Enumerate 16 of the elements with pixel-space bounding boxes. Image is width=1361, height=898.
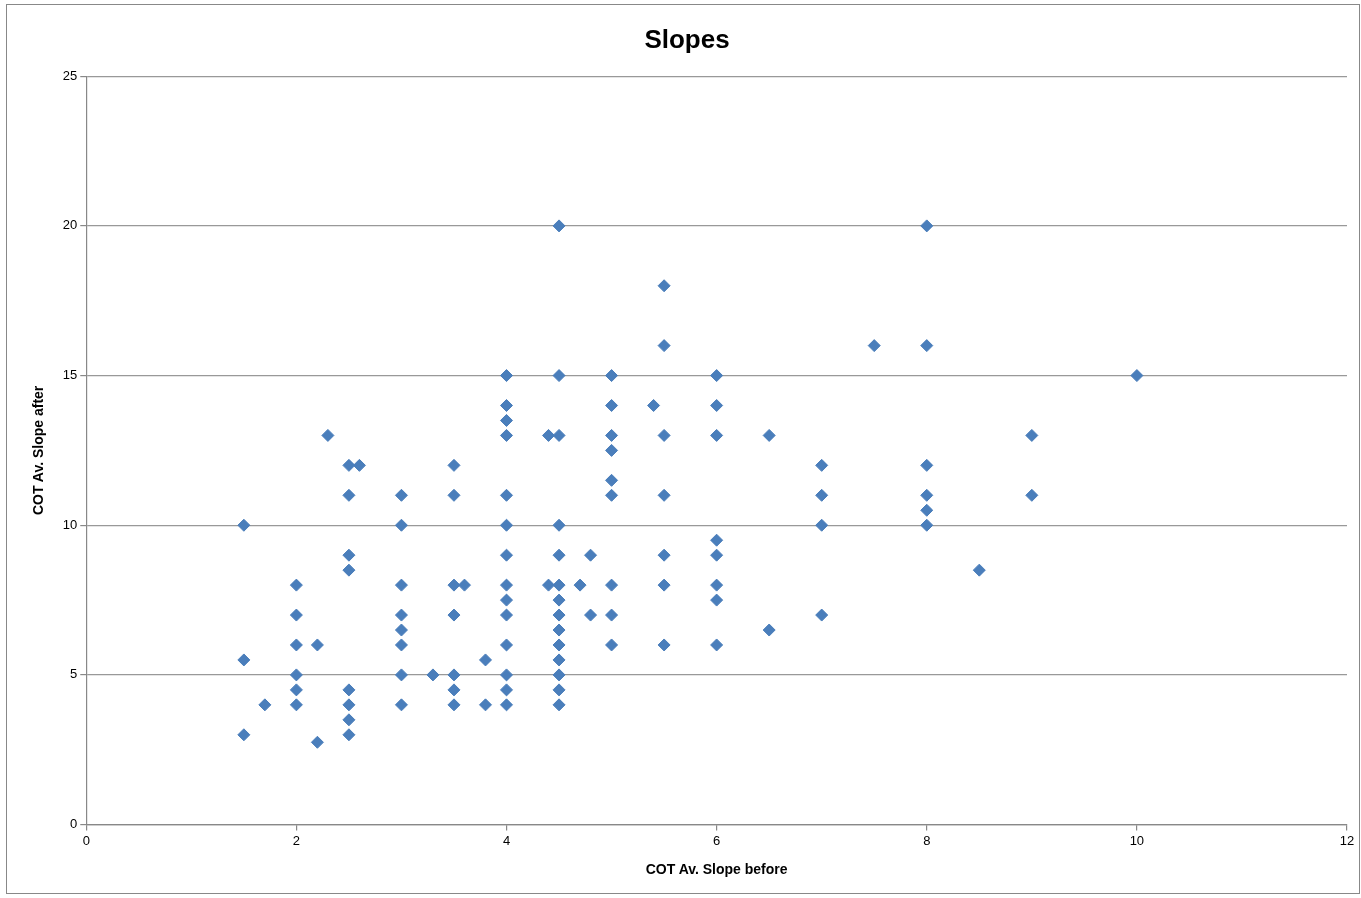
x-tick-label: 6 bbox=[713, 832, 721, 848]
y-tick-label: 0 bbox=[70, 816, 78, 832]
x-tick-label: 10 bbox=[1129, 832, 1145, 848]
x-tick-label: 4 bbox=[502, 832, 511, 848]
y-tick-label: 15 bbox=[62, 367, 78, 383]
x-tick-label: 12 bbox=[1339, 832, 1355, 848]
y-tick-label: 25 bbox=[62, 67, 78, 83]
y-tick-label: 10 bbox=[62, 516, 78, 532]
y-tick-label: 5 bbox=[70, 666, 78, 682]
y-axis-title: COT Av. Slope after bbox=[30, 385, 47, 516]
x-axis-title: COT Av. Slope before bbox=[645, 861, 788, 878]
chart-title: Slopes bbox=[644, 23, 730, 54]
y-tick-label: 20 bbox=[62, 217, 78, 233]
x-tick-label: 2 bbox=[292, 832, 300, 848]
x-tick-label: 8 bbox=[923, 832, 931, 848]
x-tick-label: 0 bbox=[82, 832, 90, 848]
